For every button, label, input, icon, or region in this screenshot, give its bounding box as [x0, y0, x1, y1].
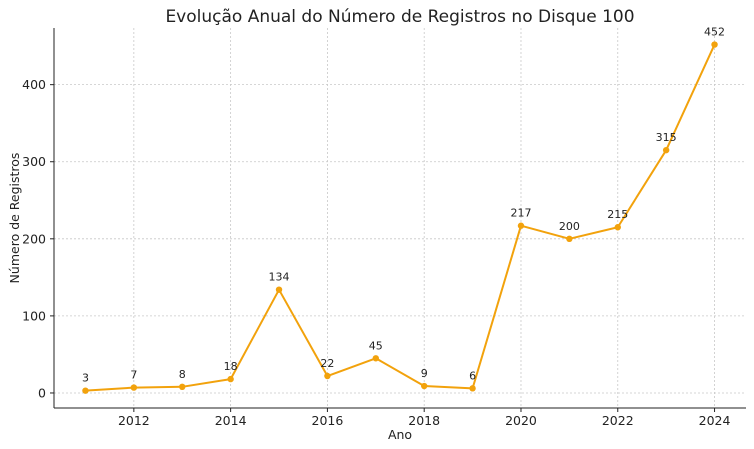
data-point	[227, 375, 234, 383]
y-tick-label: 400	[22, 77, 46, 92]
data-point	[662, 146, 670, 154]
data-labels: 3 7 8 18 134 22 45 9 6 217 200 215 315 452	[82, 26, 725, 385]
data-label: 217	[510, 207, 531, 220]
data-point	[420, 382, 428, 390]
data-point	[130, 384, 138, 391]
y-tick-label: 0	[38, 385, 46, 400]
data-label: 18	[224, 360, 238, 373]
x-tick-label: 2018	[408, 413, 440, 428]
data-point	[275, 286, 283, 293]
y-axis-label: Número de Registros	[7, 153, 22, 284]
data-point	[566, 235, 573, 243]
data-label: 45	[369, 339, 383, 352]
data-label: 3	[82, 372, 89, 385]
data-label: 22	[320, 357, 334, 370]
data-label: 7	[130, 369, 137, 382]
grid	[54, 28, 746, 408]
data-label: 134	[269, 271, 290, 284]
x-tick-label: 2014	[215, 413, 247, 428]
x-axis-label: Ano	[388, 427, 412, 442]
data-label: 200	[559, 220, 580, 233]
data-point	[179, 383, 186, 391]
series	[82, 41, 718, 394]
data-point	[614, 224, 621, 231]
x-axis-ticks: 2012 2014 2016 2018 2020 2022 2024	[118, 408, 731, 428]
data-point	[469, 385, 476, 392]
data-point	[517, 222, 525, 229]
data-label: 8	[179, 368, 186, 381]
data-label: 9	[421, 367, 428, 380]
data-label: 315	[656, 131, 677, 144]
x-tick-label: 2024	[699, 413, 731, 428]
data-point	[324, 372, 331, 380]
axes	[53, 28, 746, 409]
x-tick-label: 2020	[505, 413, 537, 428]
data-point	[711, 41, 718, 48]
chart-title: Evolução Anual do Número de Registros no…	[165, 7, 634, 27]
x-tick-label: 2016	[312, 413, 344, 428]
series-line	[85, 44, 716, 392]
data-label: 215	[607, 208, 628, 221]
data-point	[82, 387, 89, 394]
data-label: 452	[704, 26, 725, 39]
y-tick-label: 300	[22, 154, 46, 169]
data-label: 6	[469, 369, 476, 382]
y-tick-label: 200	[22, 231, 46, 246]
x-tick-label: 2022	[602, 413, 634, 428]
y-axis-ticks: 0 100 200 300 400	[22, 77, 54, 400]
y-tick-label: 100	[22, 308, 46, 323]
x-tick-label: 2012	[118, 413, 150, 428]
data-point	[372, 355, 380, 362]
